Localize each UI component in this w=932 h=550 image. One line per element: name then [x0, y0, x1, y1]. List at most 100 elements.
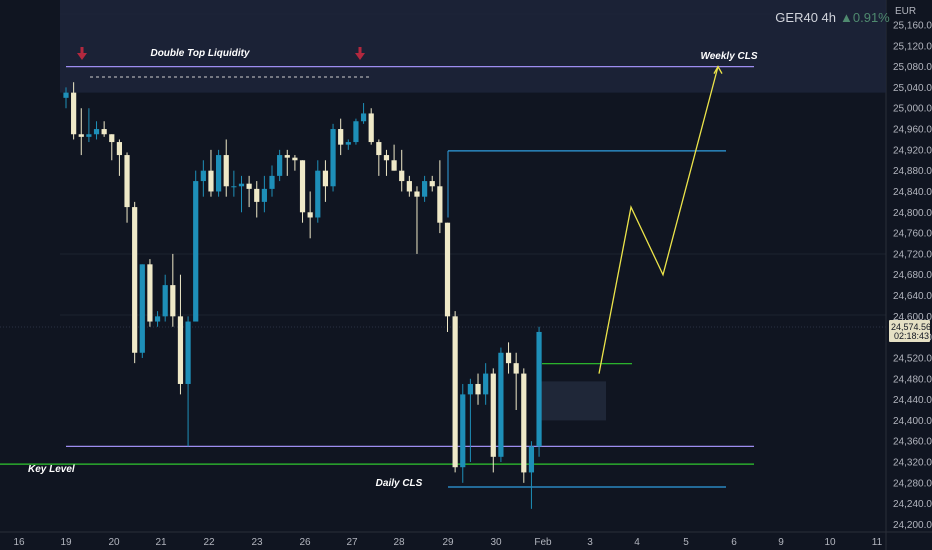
candle-body	[193, 181, 199, 322]
candle-body	[513, 363, 519, 374]
candle	[437, 160, 443, 234]
candle	[177, 274, 184, 395]
candle-body	[177, 316, 184, 384]
candle	[536, 326, 542, 457]
candle-body	[246, 183, 252, 189]
candle	[254, 181, 260, 218]
double-top-label: Double Top Liquidity	[150, 48, 249, 59]
time-tick-label: Feb	[534, 537, 552, 548]
candle	[299, 160, 306, 223]
candle	[483, 363, 489, 405]
candle	[124, 152, 130, 223]
candle	[223, 139, 229, 197]
candle	[521, 368, 527, 483]
candle	[406, 175, 412, 197]
price-tick-label: 24,920.00	[893, 145, 932, 156]
candle-body	[147, 264, 153, 322]
candle	[505, 342, 512, 374]
candle-body	[208, 170, 214, 192]
candle	[86, 108, 92, 143]
candles	[63, 82, 542, 509]
last-price-tag: 24,574.56 02:18:43	[889, 320, 931, 342]
candle-body	[353, 121, 359, 143]
daily-cls-label: Daily CLS	[376, 478, 423, 489]
candle-body	[322, 170, 329, 187]
time-tick-label: 10	[824, 537, 836, 548]
price-tick-label: 25,160.00	[893, 21, 932, 32]
candle-body	[360, 113, 367, 122]
candle	[71, 82, 77, 140]
candle-body	[521, 373, 527, 473]
time-axis[interactable]: 16 19 20 21 22 23 26 27 28 29 30 Feb 3 4 5 6 9 10 11	[13, 537, 882, 548]
candle	[368, 108, 374, 145]
candle-body	[498, 352, 504, 457]
candle-body	[444, 222, 451, 317]
candle	[78, 108, 84, 156]
candle-body	[63, 92, 69, 98]
time-tick-label: 26	[299, 537, 311, 548]
candle	[360, 103, 367, 124]
candle-body	[422, 181, 428, 197]
candle-body	[216, 155, 222, 192]
projection-arrowhead	[713, 65, 723, 74]
price-tick-label: 24,240.00	[893, 499, 932, 510]
time-tick-label: 16	[13, 537, 25, 548]
candle	[185, 316, 191, 447]
candle-body	[124, 155, 130, 208]
candle-body	[254, 188, 260, 202]
candle-body	[414, 191, 420, 197]
candle	[376, 139, 382, 176]
candle-body	[437, 186, 443, 223]
candle-body	[162, 285, 168, 317]
time-tick-label: 23	[251, 537, 263, 548]
price-axis[interactable]: 25,160.00 25,120.00 25,080.00 25,040.00 25,0…	[893, 21, 932, 531]
candle	[170, 253, 176, 327]
candle-body	[505, 352, 512, 364]
candle	[475, 373, 481, 405]
candle	[162, 274, 168, 322]
time-tick-label: 21	[155, 537, 167, 548]
candle-body	[338, 129, 344, 145]
candle-body	[528, 446, 535, 473]
price-tick-label: 25,080.00	[893, 62, 932, 73]
candle-body	[460, 394, 466, 468]
candle-body	[383, 155, 390, 161]
candle	[322, 160, 329, 202]
candle-body	[399, 170, 405, 182]
candle	[132, 201, 138, 364]
price-tick-label: 24,280.00	[893, 478, 932, 489]
candle-body	[109, 134, 115, 143]
candle-body	[284, 155, 290, 158]
candle-body	[200, 170, 206, 182]
candle	[460, 383, 466, 483]
candle-body	[376, 142, 382, 156]
candle-body	[154, 316, 161, 322]
candle	[498, 347, 504, 463]
price-tick-label: 24,640.00	[893, 291, 932, 302]
down-arrow-icon	[77, 47, 87, 60]
candle	[63, 87, 69, 109]
candle-body	[536, 331, 542, 447]
candle	[422, 175, 428, 202]
candle-body	[315, 170, 321, 218]
candle	[399, 149, 405, 192]
candle	[330, 123, 336, 192]
countdown: 02:18:43	[894, 331, 929, 341]
candle	[490, 368, 496, 473]
candle	[315, 160, 321, 223]
projection-path	[598, 65, 723, 374]
candle-body	[139, 264, 145, 353]
price-tick-label: 24,960.00	[893, 125, 932, 136]
time-tick-label: 6	[731, 537, 737, 548]
price-tick-label: 24,760.00	[893, 229, 932, 240]
candle	[467, 378, 473, 463]
price-tick-label: 25,040.00	[893, 83, 932, 94]
consolidation-box	[540, 381, 606, 421]
candle-body	[292, 157, 298, 161]
candle-body	[330, 129, 336, 187]
candle	[101, 121, 107, 137]
time-tick-label: 3	[587, 537, 593, 548]
price-tick-label: 24,320.00	[893, 458, 932, 469]
candle	[444, 222, 451, 332]
